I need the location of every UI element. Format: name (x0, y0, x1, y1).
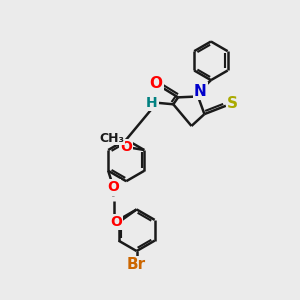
Text: O: O (121, 140, 132, 154)
Text: CH₃: CH₃ (100, 132, 124, 145)
Text: O: O (108, 180, 119, 194)
Text: N: N (194, 84, 207, 99)
Text: Br: Br (127, 257, 146, 272)
Text: O: O (150, 76, 163, 91)
Text: H: H (146, 96, 158, 110)
Text: S: S (227, 96, 238, 111)
Text: O: O (110, 215, 122, 229)
